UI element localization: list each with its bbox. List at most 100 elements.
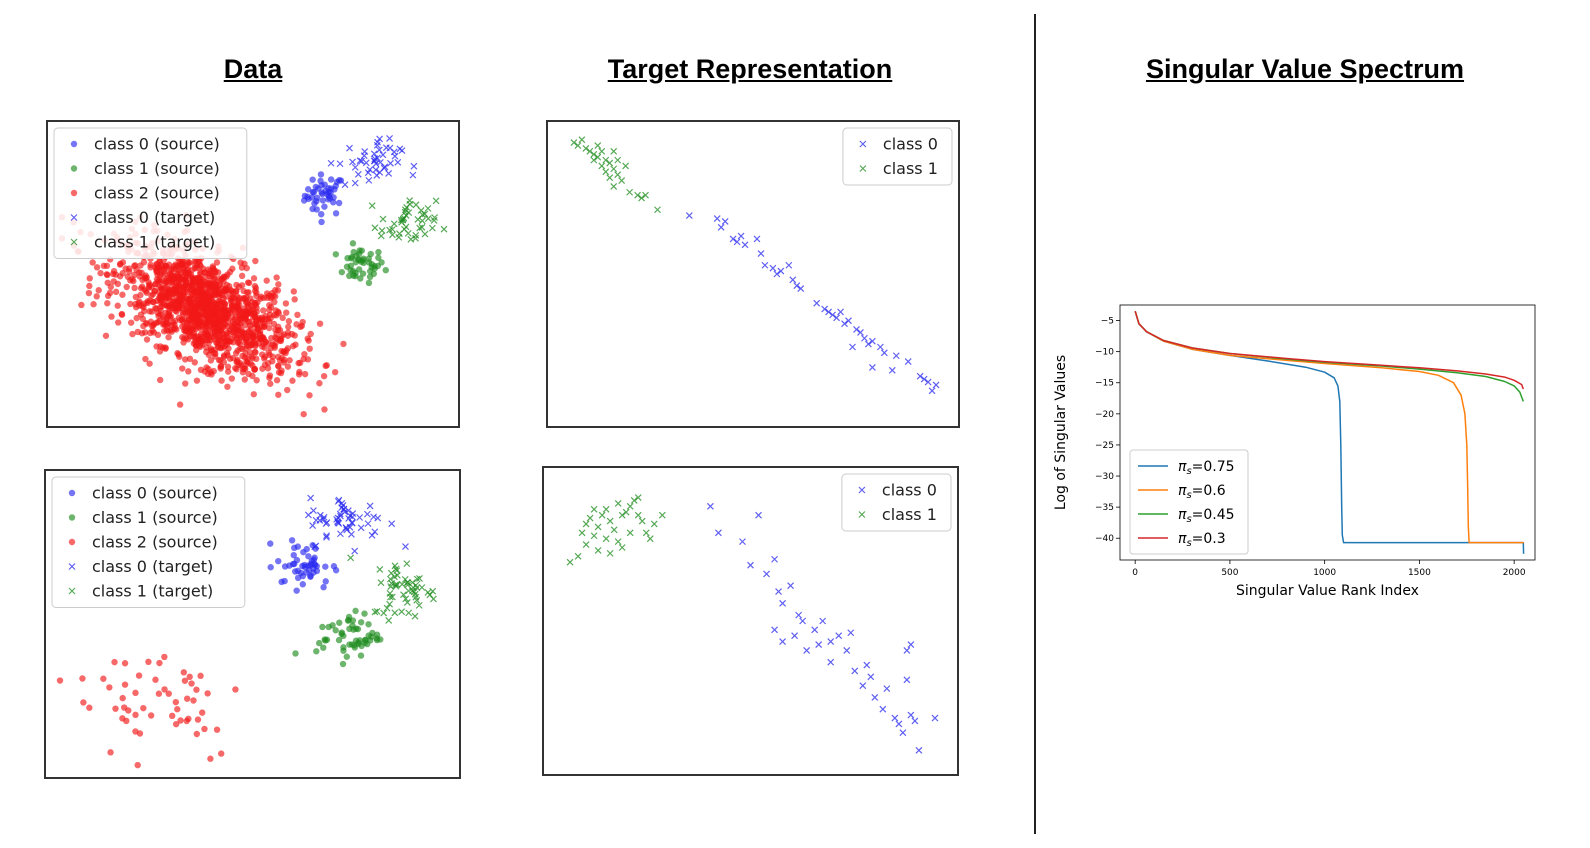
point-class-0-target — [364, 520, 372, 528]
point-class-0-target — [365, 176, 373, 184]
point-class-0-source — [326, 194, 334, 202]
point-class-2-source — [133, 266, 140, 274]
point-class-0-target — [323, 533, 330, 541]
point-class-1-target — [378, 227, 386, 234]
legend-label-class-1: class 1 — [883, 159, 938, 178]
point-class-2-source — [180, 669, 188, 676]
point-class-1-target — [393, 571, 401, 579]
point-class-0-source — [304, 193, 311, 200]
point-class-2-source — [245, 279, 253, 287]
point-class-2-source — [207, 315, 215, 322]
point-class-1 — [642, 191, 649, 199]
point-class-0-target — [362, 159, 370, 167]
legend-label: πs=0.6 — [1178, 483, 1226, 501]
point-class-2-source — [238, 282, 246, 289]
series-class-1 — [570, 136, 661, 214]
point-class-2-source — [78, 301, 85, 309]
point-class-0 — [797, 285, 805, 293]
point-class-2-source — [300, 410, 307, 418]
point-class-1 — [614, 156, 622, 164]
point-class-2-source — [278, 332, 286, 339]
point-class-0 — [837, 308, 844, 316]
point-class-2-source — [316, 320, 324, 327]
point-class-1-source — [319, 623, 326, 631]
point-class-2-source — [137, 262, 144, 269]
point-class-0 — [843, 646, 851, 654]
point-class-2-source — [250, 338, 257, 346]
y-tick-label: −15 — [1095, 379, 1114, 389]
point-class-0-source — [321, 181, 328, 188]
point-class-0-target — [307, 494, 315, 502]
point-class-2-source — [232, 349, 240, 357]
point-class-2-source — [108, 313, 115, 320]
legend-marker-class-1 — [859, 165, 867, 172]
point-class-1-target — [412, 201, 420, 209]
point-class-1-source — [351, 644, 359, 651]
point-class-2-source — [107, 749, 114, 756]
point-class-2-source — [115, 319, 122, 326]
point-class-1-source — [343, 653, 351, 660]
point-class-1-target — [395, 233, 403, 241]
data-bottom-scatter-panel: class 0 (source) class 1 (source) class 2 … — [44, 469, 461, 779]
point-class-2-source — [262, 315, 269, 323]
legend-label-class-2-source: class 2 (source) — [92, 533, 218, 552]
point-class-1 — [582, 145, 590, 152]
point-class-1-source — [350, 248, 357, 256]
point-class-2-source — [121, 660, 129, 667]
x-tick-label: 0 — [1132, 568, 1138, 578]
point-class-1-target — [424, 215, 432, 223]
point-class-1 — [610, 526, 618, 534]
point-class-0 — [868, 337, 876, 345]
point-class-1-target — [399, 215, 407, 223]
point-class-1-target — [403, 203, 411, 211]
point-class-2-source — [243, 264, 250, 272]
point-class-0-target — [376, 135, 384, 143]
point-class-2-source — [86, 275, 93, 282]
legend: class 0 class 1 — [842, 127, 953, 186]
point-class-0-source — [281, 577, 288, 585]
point-class-1-source — [338, 629, 346, 636]
point-class-2-source — [153, 267, 161, 275]
point-class-2-source — [132, 689, 139, 697]
point-class-1-source — [367, 250, 374, 258]
point-class-0-target — [375, 146, 383, 154]
point-class-0-target — [396, 145, 404, 153]
point-class-2-source — [150, 298, 157, 306]
legend-box — [842, 127, 953, 186]
legend: class 0 (source) class 1 (source) class 2 … — [53, 127, 248, 259]
point-class-1-target — [398, 580, 406, 588]
point-class-1 — [602, 535, 610, 543]
point-class-2-source — [241, 316, 249, 323]
singular-value-spectrum-heading: Singular Value Spectrum — [1145, 54, 1465, 84]
point-class-0 — [775, 588, 782, 596]
point-class-2-source — [201, 725, 208, 733]
point-class-2-source — [182, 309, 189, 316]
point-class-2-source — [207, 357, 215, 364]
legend-label-class-1-target: class 1 (target) — [94, 233, 215, 252]
point-class-1-source — [357, 652, 365, 659]
point-class-2-source — [93, 264, 101, 271]
point-class-0-target — [387, 159, 394, 167]
point-class-1-target — [404, 579, 411, 587]
point-class-0 — [883, 685, 891, 693]
point-class-0-source — [297, 569, 305, 577]
point-class-2-source — [285, 323, 292, 331]
y-tick-label: −25 — [1095, 441, 1114, 451]
point-class-2-source — [151, 281, 159, 288]
point-class-0-source — [320, 584, 327, 591]
point-class-2-source — [100, 675, 107, 682]
point-class-2-source — [228, 324, 236, 331]
point-class-2-source — [207, 309, 214, 316]
point-class-2-source — [192, 342, 200, 349]
point-class-0 — [868, 364, 876, 371]
point-class-0-target — [402, 543, 409, 550]
point-class-1 — [602, 168, 610, 176]
point-class-1-target — [413, 596, 421, 604]
point-class-2-source — [340, 340, 347, 348]
point-class-0 — [853, 326, 860, 333]
point-class-2-source — [135, 672, 143, 679]
point-class-1-target — [377, 579, 385, 587]
point-class-0-source — [300, 548, 307, 556]
point-class-1 — [634, 511, 642, 519]
point-class-2-source — [183, 717, 190, 725]
